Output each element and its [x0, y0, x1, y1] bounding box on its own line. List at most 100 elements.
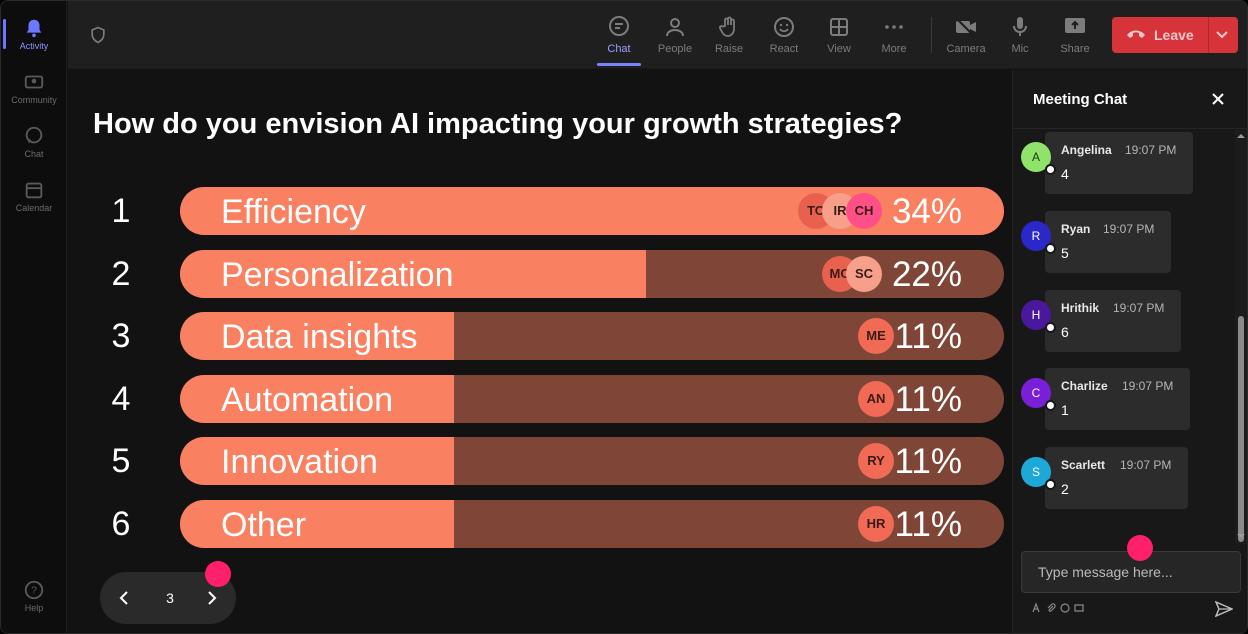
meeting-toolbar: Chat People Raise React View More Camera	[68, 1, 1247, 69]
option-percent: 34%	[891, 192, 962, 231]
toolbar-item-label: View	[827, 43, 851, 55]
toolbar-more-button[interactable]: More	[866, 11, 922, 61]
poll-question: How do you envision AI impacting your gr…	[93, 108, 903, 140]
option-number: 4	[111, 380, 131, 418]
message-input[interactable]	[1022, 552, 1240, 592]
option-label: Automation	[221, 381, 393, 419]
option-label: Efficiency	[221, 193, 366, 231]
toolbar-react-button[interactable]: React	[756, 11, 812, 61]
scroll-up-icon[interactable]	[1237, 132, 1245, 140]
help-icon: ?	[24, 580, 44, 600]
toolbar-chat-button[interactable]: Chat	[591, 11, 647, 66]
poll-option: 6 Other 11% HR	[68, 500, 1011, 548]
toolbar-mic-button[interactable]: Mic	[992, 11, 1048, 61]
option-percent: 11%	[894, 505, 962, 544]
send-icon[interactable]	[1215, 601, 1233, 617]
sender-name: Ryan	[1061, 222, 1091, 236]
presence-status-icon	[1045, 243, 1056, 254]
message-time: 19:07 PM	[1122, 379, 1174, 393]
sender-name: Hrithik	[1061, 301, 1100, 315]
message-bubble: Charlize 19:07 PM 1	[1045, 368, 1190, 430]
toolbar-item-label: Chat	[607, 43, 631, 55]
option-percent: 11%	[894, 442, 962, 481]
sender-name: Angelina	[1061, 143, 1112, 157]
option-bar: Efficiency 34% TO IR CH	[180, 187, 1004, 235]
shield-icon[interactable]	[88, 25, 108, 45]
chat-scrollbar[interactable]	[1235, 130, 1247, 544]
people-icon	[666, 18, 684, 37]
option-bar-fill	[180, 500, 454, 548]
gif-icon[interactable]	[1074, 603, 1084, 613]
rail-item-calendar[interactable]: Calendar	[1, 171, 67, 221]
rail-item-help[interactable]: ? Help	[1, 571, 67, 621]
toolbar-people-button[interactable]: People	[647, 11, 703, 61]
attach-icon[interactable]	[1046, 603, 1056, 613]
message-bubble: Hrithik 19:07 PM 6	[1045, 290, 1181, 352]
emoji-icon[interactable]	[1060, 603, 1070, 613]
voter-avatar: CH	[846, 193, 882, 229]
poll-option: 2 Personalization 22% MO SC	[68, 250, 1011, 298]
rail-item-label: Chat	[24, 149, 44, 159]
chevron-left-icon[interactable]	[116, 589, 134, 607]
voter-avatar: ME	[858, 318, 894, 354]
chevron-right-icon[interactable]	[202, 589, 220, 607]
phone-hangup-icon	[1127, 30, 1145, 38]
rail-item-chat[interactable]: Chat	[1, 117, 67, 167]
rail-item-community[interactable]: Community	[1, 63, 67, 113]
rail-item-label: Help	[24, 603, 44, 613]
option-bar: Automation 11% AN	[180, 375, 1004, 423]
rail-item-activity[interactable]: Activity	[1, 9, 67, 59]
toolbar-raise-button[interactable]: Raise	[701, 11, 757, 61]
rail-item-label: Activity	[19, 41, 49, 51]
message-bubble: Ryan 19:07 PM 5	[1045, 211, 1171, 273]
message-text: 5	[1061, 245, 1069, 261]
chat-divider	[1013, 128, 1247, 129]
rail-item-label: Community	[11, 95, 57, 105]
format-icon[interactable]	[1031, 603, 1041, 613]
toolbar-share-button[interactable]: Share	[1047, 11, 1103, 61]
toolbar-divider	[931, 17, 932, 53]
option-bar: Personalization 22% MO SC	[180, 250, 1004, 298]
poll-option: 1 Efficiency 34% TO IR CH	[68, 187, 1011, 235]
poll-option: 3 Data insights 11% ME	[68, 312, 1011, 360]
toolbar-item-label: Mic	[1011, 43, 1029, 55]
close-icon[interactable]	[1211, 92, 1225, 106]
message-bubble: Angelina 19:07 PM 4	[1045, 132, 1193, 194]
option-bar-fill	[180, 437, 454, 485]
voter-avatar: RY	[858, 443, 894, 479]
sender-avatar[interactable]: A	[1021, 142, 1051, 172]
message-text: 1	[1061, 402, 1069, 418]
pointer-indicator	[205, 561, 231, 587]
chat-bubble-icon	[609, 16, 629, 36]
option-number: 5	[111, 442, 131, 480]
app-rail: Activity Community Chat Calendar ? Help	[1, 1, 67, 633]
toolbar-view-button[interactable]: View	[811, 11, 867, 61]
presence-status-icon	[1045, 479, 1056, 490]
scroll-down-icon[interactable]	[1237, 532, 1245, 540]
meeting-chat-panel: Meeting Chat Angelina 19:07 PM 4 A Ryan 19:07…	[1012, 70, 1247, 633]
chat-message: Angelina 19:07 PM 4 A	[1021, 132, 1221, 196]
poll-stage: How do you envision AI impacting your gr…	[68, 70, 1011, 633]
chat-message: Scarlett 19:07 PM 2 S	[1021, 447, 1221, 511]
message-time: 19:07 PM	[1125, 143, 1177, 157]
leave-button[interactable]: Leave	[1112, 17, 1238, 53]
message-bubble: Scarlett 19:07 PM 2	[1045, 447, 1188, 509]
toolbar-camera-button[interactable]: Camera	[938, 11, 994, 61]
bell-icon	[26, 19, 42, 38]
toolbar-item-label: Raise	[714, 43, 744, 55]
chevron-down-icon[interactable]	[1215, 29, 1229, 41]
option-label: Innovation	[221, 443, 378, 481]
toolbar-item-label: React	[769, 43, 799, 55]
rail-item-label: Calendar	[15, 203, 53, 213]
voter-avatar: SC	[846, 256, 882, 292]
option-bar: Other 11% HR	[180, 500, 1004, 548]
option-percent: 11%	[894, 317, 962, 356]
presence-status-icon	[1045, 164, 1056, 175]
option-label: Personalization	[221, 256, 454, 294]
scroll-thumb[interactable]	[1238, 316, 1244, 542]
svg-text:?: ?	[31, 586, 37, 597]
raise-hand-icon	[719, 16, 735, 37]
option-label: Data insights	[221, 318, 418, 356]
sender-name: Charlize	[1061, 379, 1108, 393]
